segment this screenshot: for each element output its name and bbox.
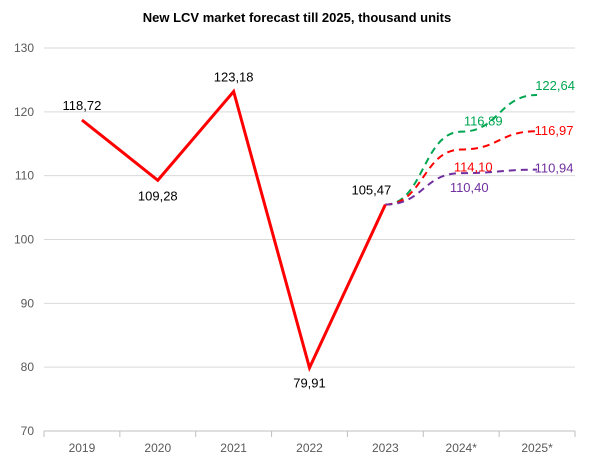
y-tick-label: 90 [21,296,35,310]
data-label: 114,10 [454,159,493,174]
data-label: 116,97 [535,123,574,138]
y-tick-label: 110 [15,169,34,183]
y-axis: 70 80 90 100 110 120 130 [14,41,34,438]
forecast-line [385,93,538,206]
data-label: 116,89 [464,114,503,129]
forecast-line [385,168,538,206]
actual-line [80,88,387,373]
y-tick-label: 130 [14,41,34,55]
x-tick-label: 2021 [220,441,247,455]
forecast-line [385,130,538,206]
data-label: 109,28 [138,188,178,203]
x-tick-label: 2024* [446,441,478,455]
data-label: 122,64 [535,78,575,93]
data-label: 110,94 [535,161,574,176]
y-tick-label: 80 [21,360,35,374]
y-tick-label: 70 [21,424,35,438]
x-tick-label: 2019 [69,441,96,455]
y-tick-label: 120 [14,105,34,119]
x-tick-label: 2025* [521,441,553,455]
data-label: 123,18 [214,70,254,85]
data-label: 105,47 [351,183,391,198]
y-tick-label: 100 [14,233,34,247]
gridlines [44,47,575,432]
data-label: 118,72 [63,98,102,113]
x-axis: 2019 2020 2021 2022 2023 2024* 2025* [43,431,576,455]
data-labels: 118,72 109,28 123,18 79,91 105,47 116,89 122,6… [63,70,575,391]
x-tick-label: 2022 [296,441,323,455]
x-tick-label: 2023 [372,441,399,455]
data-label: 110,40 [450,180,489,195]
x-tick-label: 2020 [144,441,171,455]
data-label: 79,91 [293,376,326,391]
series-lines [80,88,538,373]
chart-title: New LCV market forecast till 2025, thous… [143,10,451,25]
